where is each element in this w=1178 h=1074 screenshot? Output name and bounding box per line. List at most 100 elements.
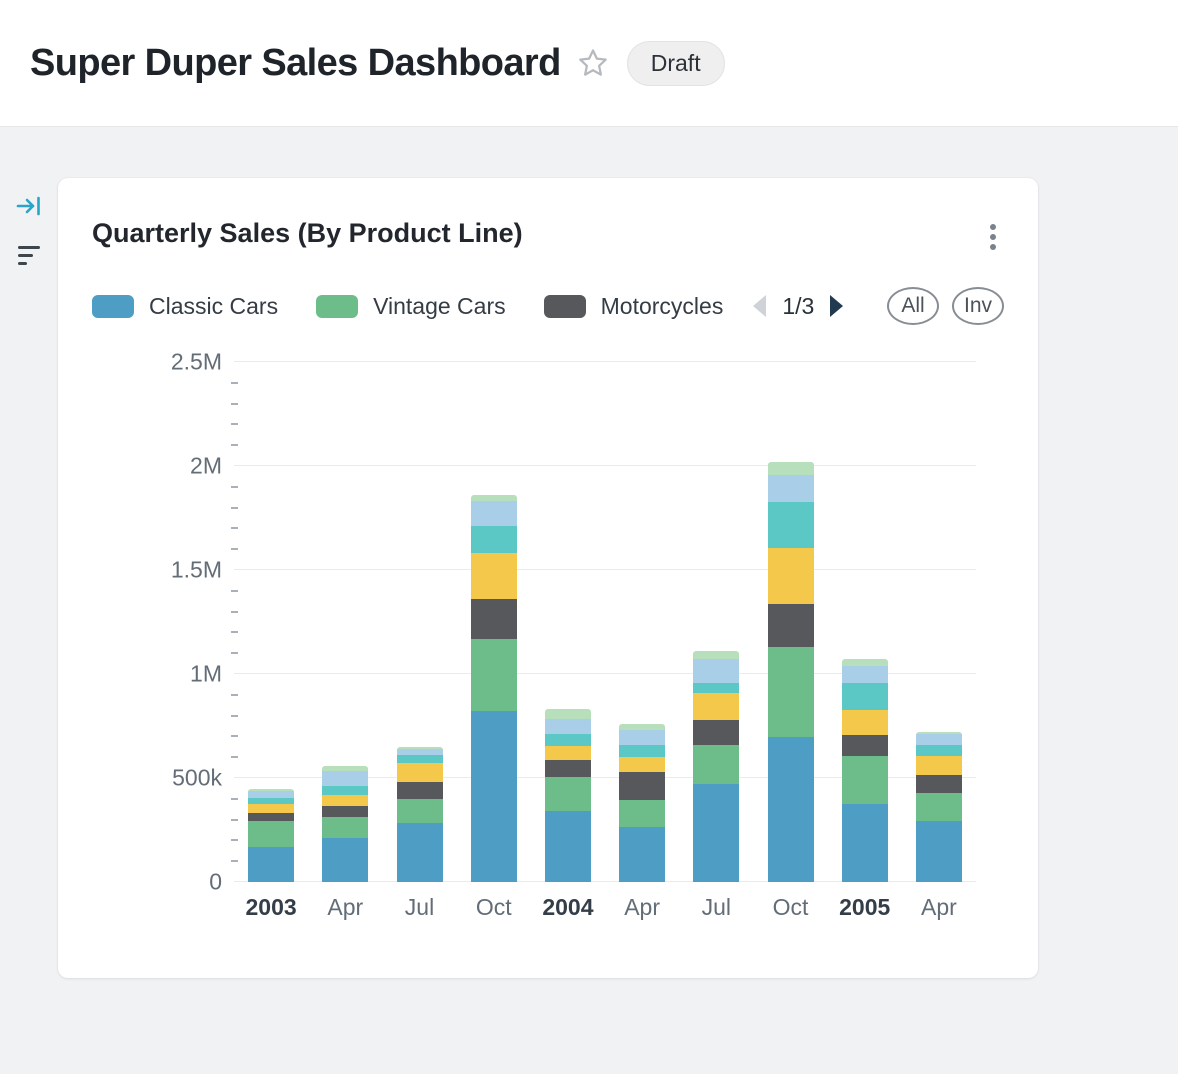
legend-item[interactable]: Vintage Cars	[316, 293, 506, 320]
bar-segment[interactable]	[396, 755, 443, 764]
bar-segment[interactable]	[619, 757, 666, 772]
bar-segment[interactable]	[248, 804, 295, 814]
filter-lines-glyph	[18, 246, 40, 265]
bar-segment[interactable]	[544, 776, 591, 812]
bar-segment[interactable]	[322, 794, 369, 807]
kebab-menu-icon[interactable]	[982, 218, 1004, 256]
bar-segment[interactable]	[915, 820, 962, 882]
y-axis-minor-tick	[231, 548, 238, 551]
legend-prev-icon[interactable]	[749, 293, 769, 319]
bar-segment[interactable]	[693, 692, 740, 720]
bar-segment[interactable]	[619, 826, 666, 882]
bar-segment[interactable]	[915, 744, 962, 757]
bar-segment[interactable]	[915, 774, 962, 793]
bar-segment[interactable]	[619, 771, 666, 800]
bar-segment[interactable]	[248, 813, 295, 821]
y-axis-label: 500k	[172, 764, 222, 791]
stacked-bar[interactable]	[619, 723, 666, 882]
bar-segment[interactable]	[322, 806, 369, 817]
stacked-bar[interactable]	[841, 659, 888, 882]
bar-segment[interactable]	[693, 651, 740, 660]
bar-segment[interactable]	[841, 710, 888, 736]
bar-segment[interactable]	[396, 746, 443, 749]
bar-segment[interactable]	[322, 770, 369, 787]
stacked-bar[interactable]	[767, 461, 814, 882]
legend-item[interactable]: Classic Cars	[92, 293, 278, 320]
bar-segment[interactable]	[470, 711, 517, 882]
bar-segment[interactable]	[693, 683, 740, 693]
bar-segment[interactable]	[693, 659, 740, 684]
all-button[interactable]: All	[886, 287, 939, 325]
inv-button[interactable]: Inv	[951, 287, 1004, 325]
bar-segment[interactable]	[396, 798, 443, 823]
legend-next-icon[interactable]	[827, 293, 847, 319]
bar-segment[interactable]	[470, 599, 517, 639]
filter-icon[interactable]	[18, 246, 40, 265]
bar-segment[interactable]	[470, 495, 517, 502]
bar-segment[interactable]	[693, 719, 740, 745]
y-axis-minor-tick	[231, 797, 238, 800]
stacked-bar[interactable]	[396, 746, 443, 882]
bar-segment[interactable]	[544, 760, 591, 777]
bar-segment[interactable]	[619, 744, 666, 758]
bar-segment[interactable]	[248, 790, 295, 798]
bar-segment[interactable]	[396, 782, 443, 799]
stacked-bar[interactable]	[470, 495, 517, 882]
bar-segment[interactable]	[248, 820, 295, 847]
bar-segment[interactable]	[841, 659, 888, 666]
x-axis-label: 2004	[542, 894, 594, 920]
legend: Classic Cars Vintage Cars Motorcycles	[92, 293, 723, 320]
bar-segment[interactable]	[915, 756, 962, 775]
stacked-bar[interactable]	[322, 765, 369, 882]
stacked-bar[interactable]	[248, 789, 295, 882]
collapse-panel-icon[interactable]	[15, 192, 43, 220]
bar-segment[interactable]	[470, 526, 517, 554]
bar-segment[interactable]	[619, 723, 666, 731]
bar-segment[interactable]	[470, 553, 517, 600]
bar-segment[interactable]	[322, 816, 369, 839]
stacked-bar[interactable]	[544, 709, 591, 882]
legend-item[interactable]: Motorcycles	[543, 293, 723, 320]
stacked-bar[interactable]	[693, 651, 740, 882]
bar-segment[interactable]	[544, 811, 591, 882]
bar-segment[interactable]	[322, 838, 369, 882]
bar-segment[interactable]	[767, 502, 814, 549]
bar-segment[interactable]	[841, 735, 888, 757]
bar-segment[interactable]	[322, 765, 369, 771]
bar-segment[interactable]	[915, 734, 962, 745]
bar-segment[interactable]	[544, 709, 591, 719]
bar-segment[interactable]	[767, 548, 814, 605]
bar-segment[interactable]	[619, 730, 666, 745]
favorite-star-icon[interactable]	[577, 47, 609, 79]
bar-segment[interactable]	[470, 501, 517, 527]
bar-segment[interactable]	[693, 784, 740, 882]
bar-segment[interactable]	[841, 683, 888, 711]
bar-segment[interactable]	[841, 665, 888, 684]
bar-segment[interactable]	[915, 792, 962, 821]
bar-segment[interactable]	[767, 604, 814, 647]
bar-segment[interactable]	[841, 756, 888, 804]
bar-segment[interactable]	[396, 748, 443, 756]
bar-segment[interactable]	[767, 475, 814, 503]
bar-segment[interactable]	[767, 461, 814, 476]
bar-segment[interactable]	[544, 745, 591, 761]
bar-segment[interactable]	[470, 638, 517, 712]
y-axis-minor-tick	[231, 402, 238, 405]
bar-segment[interactable]	[396, 763, 443, 783]
bar-segment[interactable]	[544, 718, 591, 735]
bar-segment[interactable]	[248, 797, 295, 805]
bar-segment[interactable]	[248, 789, 295, 791]
bar-segment[interactable]	[248, 846, 295, 882]
legend-label: Vintage Cars	[373, 292, 506, 319]
bar-segment[interactable]	[767, 737, 814, 882]
bar-segment[interactable]	[841, 804, 888, 882]
bar-segment[interactable]	[396, 822, 443, 882]
bar-segment[interactable]	[767, 646, 814, 738]
bar-segment[interactable]	[693, 744, 740, 785]
bar-segment[interactable]	[619, 799, 666, 827]
bar-segment[interactable]	[322, 786, 369, 795]
bar-segment[interactable]	[544, 734, 591, 746]
bar-segment[interactable]	[915, 732, 962, 735]
status-badge: Draft	[626, 40, 725, 86]
stacked-bar[interactable]	[915, 732, 962, 882]
